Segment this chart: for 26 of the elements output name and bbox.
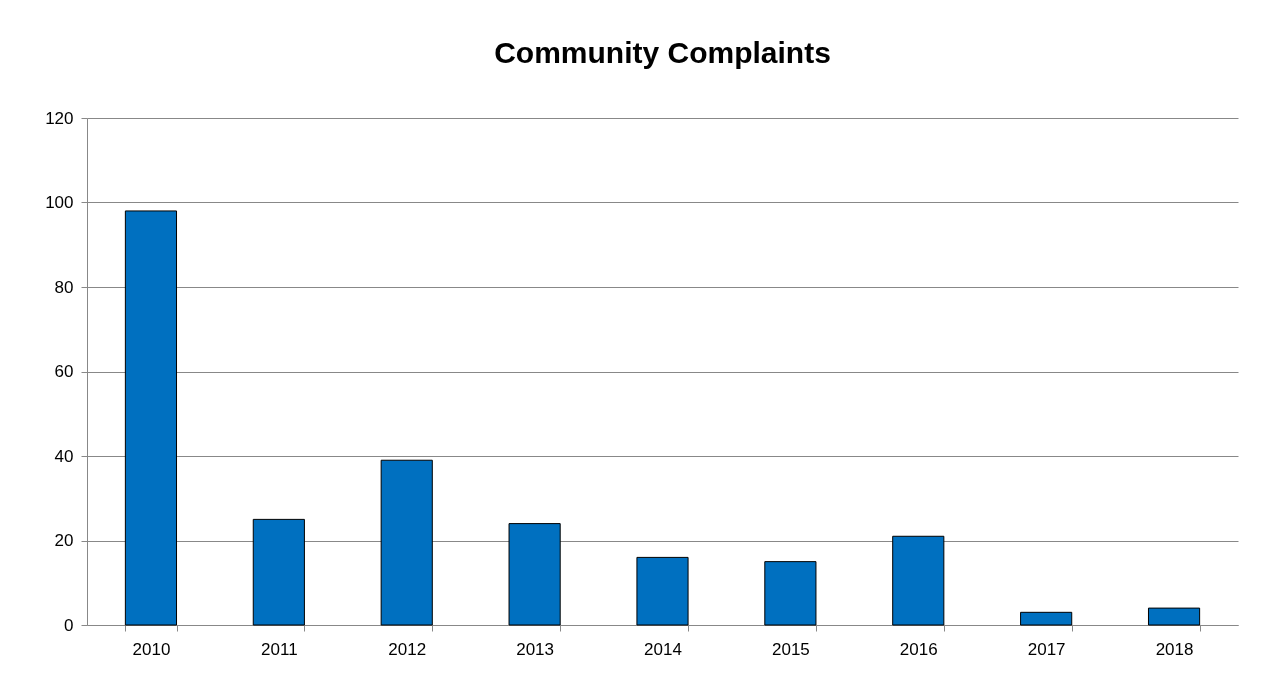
- bar: [1020, 611, 1073, 626]
- y-tick-label: 0: [64, 615, 74, 635]
- y-tick-label: 60: [54, 362, 74, 381]
- y-tick-label: 20: [54, 531, 74, 550]
- x-tick-label: 2010: [132, 639, 171, 659]
- bar: [252, 518, 305, 626]
- y-tick-label: 120: [45, 108, 74, 128]
- bar: [380, 459, 433, 626]
- x-tick-label: 2015: [771, 639, 810, 659]
- y-tick-label: 100: [45, 193, 74, 212]
- x-tick-label: 2016: [899, 639, 938, 659]
- bar: [636, 556, 689, 626]
- x-tick-label: 2013: [516, 639, 555, 659]
- bar: [764, 561, 817, 626]
- x-tick-label: 2014: [644, 639, 682, 659]
- bar: [892, 535, 945, 626]
- y-tick-label: 40: [54, 446, 74, 466]
- x-tick-label: 2011: [261, 639, 298, 659]
- bar: [508, 523, 561, 626]
- bar: [1147, 607, 1201, 626]
- x-tick-label: 2017: [1027, 639, 1066, 659]
- chart-title: Community Complaints: [494, 36, 831, 69]
- bar: [124, 210, 178, 626]
- y-tick-label: 80: [54, 277, 74, 297]
- x-tick-label: 2012: [388, 639, 427, 659]
- x-tick-label: 2018: [1155, 639, 1194, 659]
